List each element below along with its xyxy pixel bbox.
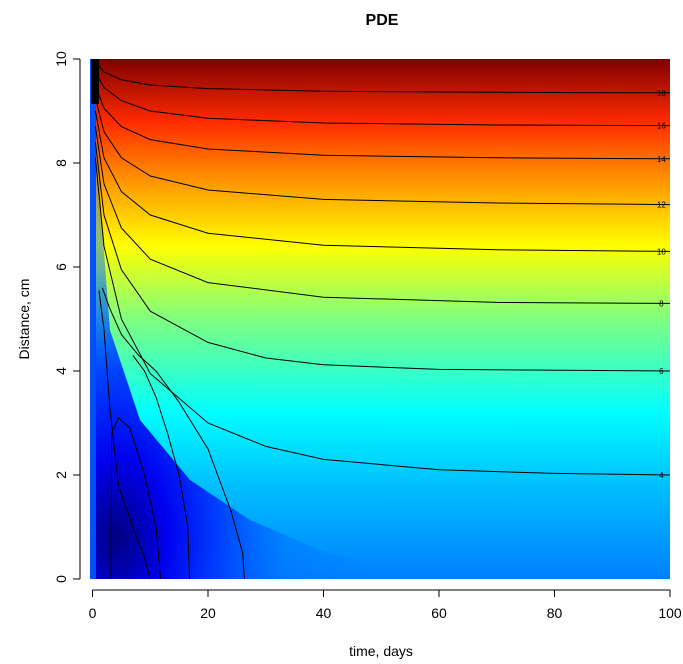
contour-line-5 [94, 126, 670, 304]
contour-label-5: 8 [659, 299, 664, 308]
contour-lines [94, 61, 670, 579]
contour-line-3 [94, 97, 670, 206]
heatmap-left-edge [90, 59, 96, 579]
x-tick-label-1: 20 [200, 605, 216, 621]
contour-line-4 [94, 110, 670, 252]
contour-label-2: 14 [657, 155, 666, 164]
heatmap-top-left-peak [91, 59, 99, 104]
contour-label-1: 16 [657, 122, 666, 131]
x-tick-label-4: 80 [547, 605, 563, 621]
chart-title: PDE [366, 12, 399, 29]
x-tick-label-2: 40 [316, 605, 332, 621]
y-tick-label-4: 8 [53, 159, 69, 167]
contour-label-7: 4 [659, 471, 664, 480]
x-tick-label-0: 0 [89, 605, 97, 621]
contour-line-2 [94, 84, 670, 160]
y-tick-label-1: 2 [53, 471, 69, 479]
contour-line-7 [94, 157, 670, 476]
contour-label-0: 18 [657, 89, 666, 98]
contour-line-11 [132, 355, 190, 579]
y-axis: 0 2 4 6 8 10 [53, 51, 81, 583]
contour-line-9 [98, 290, 151, 579]
y-tick-label-3: 6 [53, 263, 69, 271]
x-axis-label: time, days [349, 643, 413, 659]
contour-line-10 [110, 416, 162, 579]
y-axis-label: Distance, cm [16, 279, 32, 360]
contour-label-4: 10 [657, 247, 666, 256]
contour-line-1 [94, 71, 670, 127]
y-tick-label-2: 4 [53, 367, 69, 375]
x-tick-label-5: 100 [658, 605, 682, 621]
y-tick-label-5: 10 [53, 51, 69, 67]
contour-labels: 18 16 14 12 10 8 6 4 [657, 89, 666, 480]
contour-label-6: 6 [659, 367, 664, 376]
x-axis: 0 20 40 60 80 100 [89, 589, 682, 621]
y-tick-label-0: 0 [53, 575, 69, 583]
contour-line-8 [101, 287, 245, 579]
contour-label-3: 12 [657, 201, 666, 210]
contour-line-0 [95, 61, 670, 94]
plot-area: 18 16 14 12 10 8 6 4 [90, 59, 670, 579]
contour-line-6 [94, 142, 670, 372]
heatmap-low-region [90, 59, 420, 579]
x-tick-label-3: 60 [431, 605, 447, 621]
